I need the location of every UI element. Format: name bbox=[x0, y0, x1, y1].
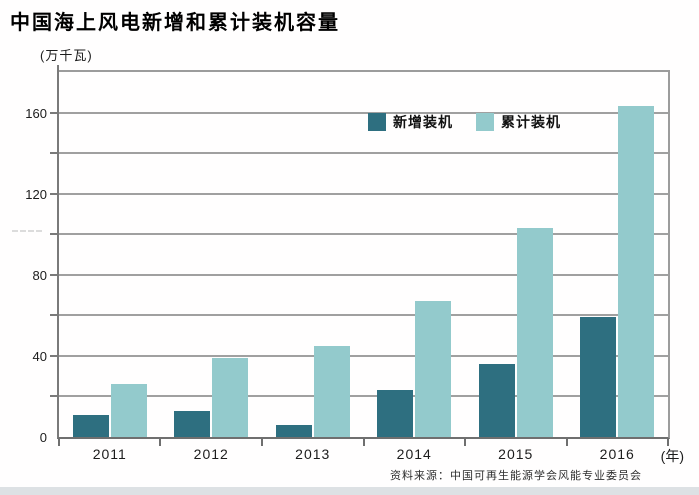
y-axis-label-0: 0 bbox=[39, 430, 47, 445]
legend-item-cumulative: 累计装机 bbox=[476, 112, 561, 132]
gridline-120 bbox=[59, 192, 668, 195]
x-axis-label-2016: 2016 bbox=[599, 446, 635, 462]
legend-label-new: 新增装机 bbox=[393, 114, 453, 130]
new-bar-2015 bbox=[478, 364, 515, 437]
gridline-20 bbox=[59, 395, 668, 398]
y-axis-tick-60 bbox=[50, 314, 59, 317]
y-axis-tick-100 bbox=[50, 233, 59, 236]
new-bar-2012 bbox=[174, 410, 211, 437]
cumulative-bar-2015 bbox=[516, 228, 553, 437]
plot-area: 新增装机 累计装机 (年) 0 40 80 120 160 2011 2012 2013 201… bbox=[25, 65, 684, 464]
x-axis-label-2011: 2011 bbox=[92, 446, 127, 462]
x-axis-label-2013: 2013 bbox=[295, 446, 331, 462]
x-axis-label-2015: 2015 bbox=[498, 446, 534, 462]
gridline-160 bbox=[59, 111, 668, 114]
y-axis-unit-label: (万千瓦) bbox=[40, 48, 93, 63]
x-axis-tick-4 bbox=[463, 438, 466, 446]
x-axis-label-2012: 2012 bbox=[193, 446, 229, 462]
chart-title: 中国海上风电新增和累计装机容量 bbox=[10, 12, 340, 34]
new-bar-2011 bbox=[72, 414, 109, 437]
gridline-40 bbox=[59, 354, 668, 357]
bar-group-2015 bbox=[465, 72, 567, 437]
bar-group-2012 bbox=[161, 72, 263, 437]
scan-artifact-dashes bbox=[12, 230, 42, 232]
y-axis-tick-40 bbox=[50, 354, 59, 357]
y-axis-label-160: 160 bbox=[25, 105, 47, 121]
bar-group-2016 bbox=[567, 72, 669, 437]
gridline-140 bbox=[59, 152, 668, 155]
cumulative-bar-2013 bbox=[313, 345, 350, 437]
y-axis-tick-160 bbox=[50, 111, 59, 114]
cumulative-bar-2016 bbox=[618, 106, 655, 437]
y-axis-tick-20 bbox=[50, 395, 59, 398]
legend: 新增装机 累计装机 bbox=[368, 112, 561, 132]
cumulative-bar-2014 bbox=[415, 301, 452, 437]
legend-item-new: 新增装机 bbox=[368, 112, 453, 132]
y-axis-tick-140 bbox=[50, 152, 59, 155]
new-bar-2014 bbox=[377, 390, 414, 437]
y-axis-label-40: 40 bbox=[32, 348, 47, 364]
x-axis-tick-6 bbox=[667, 438, 669, 446]
gridline-80 bbox=[59, 273, 668, 276]
x-axis-tick-2 bbox=[260, 438, 263, 446]
new-series-swatch bbox=[368, 113, 386, 131]
y-axis-top-tick bbox=[57, 65, 59, 72]
x-axis-unit-label: (年) bbox=[660, 448, 684, 464]
y-axis-tick-80 bbox=[50, 273, 59, 276]
x-axis-tick-5 bbox=[565, 438, 568, 446]
new-bar-2013 bbox=[275, 424, 312, 437]
bar-group-2014 bbox=[364, 72, 466, 437]
cumulative-bar-2012 bbox=[212, 357, 249, 437]
gridline-100 bbox=[59, 233, 668, 236]
y-axis-tick-120 bbox=[50, 192, 59, 195]
bar-group-2013 bbox=[262, 72, 364, 437]
x-axis-tick-0 bbox=[58, 438, 60, 446]
x-axis-label-2014: 2014 bbox=[396, 446, 432, 462]
y-axis-label-120: 120 bbox=[25, 186, 47, 202]
source-note: 资料来源：中国可再生能源学会风能专业委员会 bbox=[390, 470, 642, 482]
plot-inner: 新增装机 累计装机 (年) 0 40 80 120 160 2011 2012 2013 201… bbox=[25, 65, 684, 464]
bar-group-2011 bbox=[59, 72, 161, 437]
bottom-strip bbox=[0, 487, 699, 495]
gridline-60 bbox=[59, 314, 668, 317]
x-axis-tick-1 bbox=[159, 438, 162, 446]
x-axis-tick-3 bbox=[362, 438, 365, 446]
y-axis-label-80: 80 bbox=[32, 267, 47, 283]
new-bar-2016 bbox=[580, 317, 617, 437]
cumulative-series-swatch bbox=[476, 113, 494, 131]
cumulative-bar-2011 bbox=[110, 384, 147, 437]
legend-label-cumulative: 累计装机 bbox=[501, 114, 561, 130]
